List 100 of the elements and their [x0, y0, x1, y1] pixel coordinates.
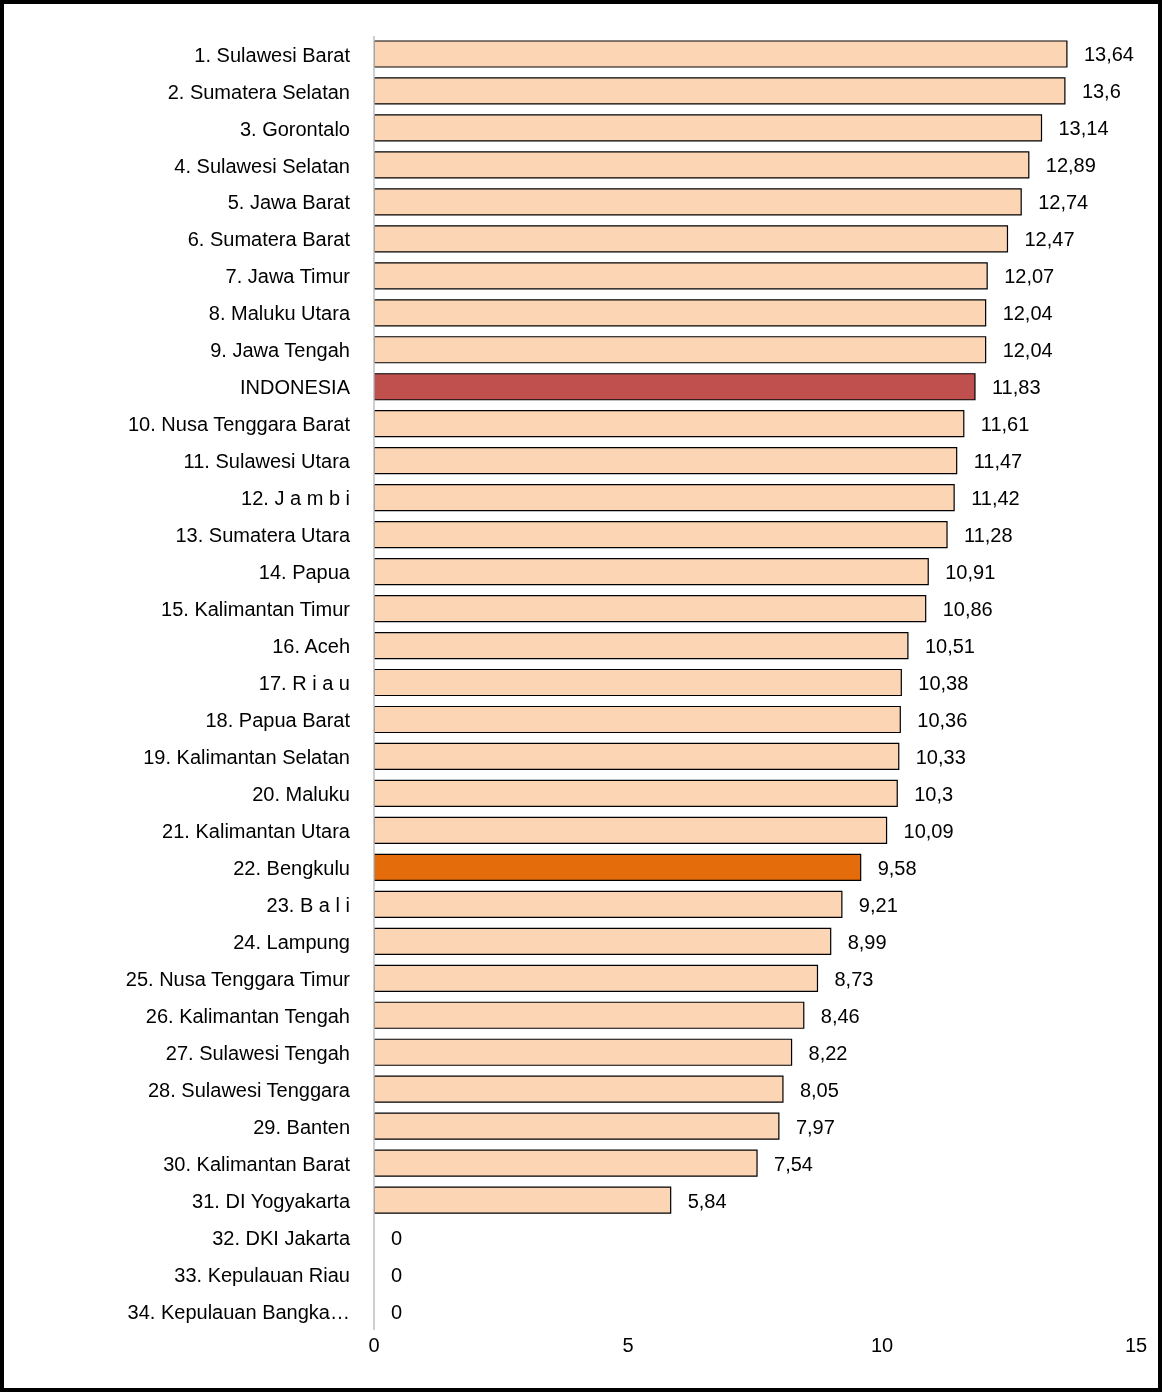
data-label: 10,91 [945, 561, 996, 584]
y-tick-label: 34. Kepulauan Bangka… [127, 1300, 350, 1323]
bar [374, 1149, 758, 1177]
y-tick-label: 17. R i a u [258, 672, 350, 695]
x-tick-label: 10 [870, 1334, 894, 1357]
bar [374, 853, 862, 881]
data-label: 11,42 [971, 487, 1020, 510]
y-tick-label: 13. Sumatera Utara [175, 524, 351, 547]
bar [374, 668, 902, 697]
x-tick-label: 5 [622, 1334, 634, 1357]
y-tick-label: 30. Kalimantan Barat [163, 1152, 351, 1175]
data-label: 8,46 [820, 1004, 860, 1027]
data-label: 7,97 [795, 1115, 835, 1138]
data-label: 10,86 [942, 598, 993, 621]
data-label: 0 [391, 1300, 403, 1323]
data-label: 10,36 [917, 708, 968, 731]
bar [374, 373, 976, 401]
bar [374, 77, 1066, 105]
bar [374, 816, 888, 844]
y-tick-label: 9. Jawa Tengah [210, 339, 350, 362]
y-tick-label: 3. Gorontalo [239, 117, 350, 140]
y-tick-label: 22. Bengkulu [233, 856, 350, 879]
y-tick-label: 11. Sulawesi Utara [183, 450, 351, 473]
data-label: 12,89 [1045, 154, 1096, 177]
data-label: 7,54 [774, 1152, 813, 1175]
y-tick-label: 24. Lampung [233, 930, 350, 953]
y-tick-label: 6. Sumatera Barat [187, 228, 351, 251]
y-tick-label: 5. Jawa Barat [227, 191, 351, 214]
bar [374, 1075, 784, 1103]
y-tick-label: 27. Sulawesi Tengah [165, 1041, 350, 1064]
bar [374, 779, 898, 808]
bar [374, 188, 1022, 216]
bar [374, 484, 955, 512]
y-tick-label: 28. Sulawesi Tenggara [148, 1078, 351, 1101]
bar [374, 1038, 793, 1066]
data-label: 13,6 [1081, 80, 1121, 103]
y-tick-label: 26. Kalimantan Tengah [145, 1004, 350, 1027]
y-tick-label: 16. Aceh [272, 635, 350, 658]
y-tick-label: 18. Papua Barat [205, 709, 351, 732]
bar [374, 1186, 672, 1214]
bar [374, 151, 1030, 179]
y-tick-label: 19. Kalimantan Selatan [143, 746, 350, 769]
y-tick-label: 12. J a m b i [241, 487, 350, 510]
y-tick-label: INDONESIA [239, 376, 351, 399]
bar [374, 447, 958, 475]
data-label: 10,51 [924, 635, 975, 658]
y-tick-label: 21. Kalimantan Utara [162, 819, 351, 842]
data-label: 11,83 [991, 376, 1041, 399]
data-label: 13,64 [1083, 43, 1134, 66]
y-tick-label: 15. Kalimantan Timur [161, 598, 351, 621]
y-tick-label: 1. Sulawesi Barat [194, 43, 351, 66]
bar [374, 1001, 805, 1029]
y-tick-label: 7. Jawa Timur [225, 265, 351, 288]
data-label: 0 [391, 1263, 403, 1286]
bar [374, 114, 1043, 142]
data-label: 10,3 [914, 782, 954, 805]
bar [374, 594, 927, 623]
data-label: 10,38 [918, 672, 969, 694]
data-label: 0 [391, 1226, 403, 1249]
y-tick-label: 31. DI Yogyakarta [192, 1189, 351, 1212]
data-label: 8,05 [799, 1078, 839, 1101]
bar [374, 558, 929, 586]
bar [374, 336, 987, 364]
bar [374, 964, 819, 992]
data-label: 12,07 [1004, 265, 1055, 288]
data-label: 12,04 [1002, 302, 1053, 325]
y-tick-label: 20. Maluku [252, 783, 350, 806]
y-tick-label: 33. Kepulauan Riau [174, 1263, 350, 1286]
bar [374, 40, 1068, 68]
data-label: 11,47 [973, 450, 1023, 473]
data-label: 12,04 [1002, 339, 1053, 362]
y-tick-label: 29. Banten [253, 1115, 350, 1138]
bar [374, 521, 948, 549]
data-label: 8,99 [847, 930, 887, 953]
data-label: 10,09 [903, 819, 954, 842]
y-tick-label: 14. Papua [258, 561, 351, 584]
data-label: 11,28 [964, 524, 1013, 547]
bar [374, 299, 987, 327]
data-label: 8,22 [808, 1041, 848, 1064]
data-label: 5,84 [687, 1189, 727, 1212]
bar [374, 631, 909, 660]
x-tick-label: 15 [1124, 1334, 1148, 1357]
y-tick-label: 25. Nusa Tenggara Timur [125, 967, 351, 990]
y-tick-label: 8. Maluku Utara [208, 302, 351, 325]
y-tick-label: 2. Sumatera Selatan [167, 80, 350, 103]
data-label: 10,33 [915, 745, 966, 768]
bar [374, 225, 1009, 253]
bar [374, 1112, 780, 1140]
bar [374, 927, 832, 955]
data-label: 9,21 [858, 893, 898, 916]
data-label: 11,61 [980, 413, 1030, 436]
y-tick-label: 23. B a l i [266, 893, 350, 916]
data-label: 9,58 [877, 856, 917, 879]
data-label: 8,73 [834, 967, 874, 990]
y-tick-label: 32. DKI Jakarta [212, 1226, 351, 1249]
bar [374, 410, 965, 438]
bar [374, 705, 901, 734]
bar [374, 890, 843, 918]
y-tick-label: 10. Nusa Tenggara Barat [127, 413, 351, 436]
x-tick-label: 0 [368, 1334, 380, 1357]
